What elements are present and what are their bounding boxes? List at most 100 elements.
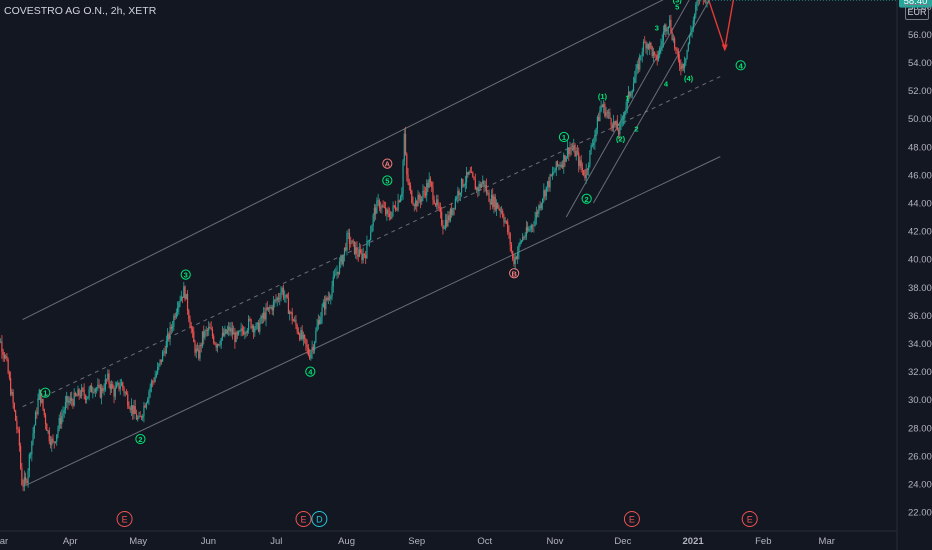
candle-body [497,202,499,209]
y-tick-label: 26.00 [908,451,932,462]
symbol-title[interactable]: COVESTRO AG O.N., 2h, XETR [4,5,157,17]
candle-body [323,302,326,310]
candle-body [483,180,485,187]
wave-label[interactable]: 1 [40,387,51,398]
wave-label[interactable]: 5 [382,175,393,186]
y-tick-label: 48.00 [908,142,932,153]
wave-label[interactable]: 2 [135,433,146,445]
candle-body [436,199,438,206]
current-price-tag[interactable] [899,0,932,8]
candle-body [221,332,224,339]
wave-label[interactable]: (4) [684,74,694,83]
candle-body [574,145,576,157]
candle-body [535,212,537,219]
candle-body [612,121,615,128]
candle-body [546,181,549,187]
candle-body [124,392,126,394]
earnings-marker[interactable]: E [116,511,133,527]
wave-label[interactable]: (1) [598,92,608,101]
candle-body [570,147,572,149]
candle-body [206,330,209,331]
candle-body [434,203,437,206]
candle-body [414,200,417,207]
wave-label[interactable]: 5 [675,2,679,11]
price-axis[interactable]: 22.00 24.00 26.00 28.00 30.00 32.00 34.00 36.00… [908,0,932,519]
candle-body [310,352,312,359]
candle-body [595,128,597,136]
candle-body [345,247,347,251]
wave-label[interactable]: (2) [616,134,626,143]
x-tick-label: Jun [201,536,216,547]
candle-body [586,169,589,170]
candle-body [682,63,684,68]
candle-body [250,319,252,329]
candle-body [690,32,692,36]
candle-body [94,389,96,392]
candle-body [385,207,387,215]
candle-body [625,106,627,112]
channel-line[interactable] [22,76,721,408]
candle-body [316,325,318,331]
dividend-marker[interactable]: D [311,511,328,527]
candle-body [449,208,451,221]
candle-body [342,255,344,265]
candle-body [488,192,490,202]
candle-body [140,416,143,418]
candle-body [171,326,174,329]
candles[interactable] [0,0,709,492]
y-tick-label: 36.00 [908,311,932,322]
candle-body [289,311,291,314]
marker-text: E [629,514,635,524]
wave-label[interactable]: B [509,268,520,279]
candle-body [186,293,189,311]
candle-body [229,326,231,332]
candle-body [482,180,484,185]
time-axis[interactable]: Mar Apr May Jun Jul Aug Sep Oct Nov Dec 2021 Feb Mar [0,536,835,547]
candle-body [37,399,39,414]
earnings-marker[interactable]: E [741,511,758,527]
wave-text: 5 [385,177,389,186]
channel-line[interactable] [592,0,720,204]
currency-badge[interactable]: EUR [905,4,929,20]
wave-label[interactable]: (3) [673,0,683,4]
candle-body [291,312,293,321]
projection-path[interactable] [708,0,741,49]
candle-body [190,326,192,329]
channel-line[interactable] [22,156,721,488]
candle-body [10,377,12,395]
candle-body [617,130,620,135]
wave-label[interactable]: 1 [558,131,570,143]
wave-label[interactable]: A [382,158,393,169]
candle-body [650,42,652,47]
candle-body [105,379,108,381]
candle-body [247,318,250,331]
candle-body [409,185,412,191]
wave-label[interactable]: 2 [581,193,592,204]
wave-label[interactable]: 4 [735,60,746,71]
trend-channels[interactable] [22,0,721,488]
candle-body [644,42,646,43]
channel-line[interactable] [22,0,721,321]
candle-body [487,192,489,194]
channel-line[interactable] [565,0,713,218]
candle-body [97,384,99,389]
candle-body [616,121,618,131]
earnings-marker[interactable]: E [295,511,312,527]
candle-body [153,381,155,383]
candle-body [157,367,159,374]
wave-label[interactable]: 2 [634,125,638,134]
candle-body [401,193,403,198]
candle-body [601,105,603,107]
candle-body [376,200,378,214]
wave-label[interactable]: 3 [655,23,659,32]
wave-label[interactable]: 4 [664,80,669,89]
candle-body [551,172,554,176]
wave-label[interactable]: 1 [625,94,629,103]
wave-label[interactable]: 3 [180,269,191,280]
wave-label[interactable]: 4 [305,366,316,377]
candle-body [397,200,399,210]
earnings-marker[interactable]: E [623,511,640,527]
